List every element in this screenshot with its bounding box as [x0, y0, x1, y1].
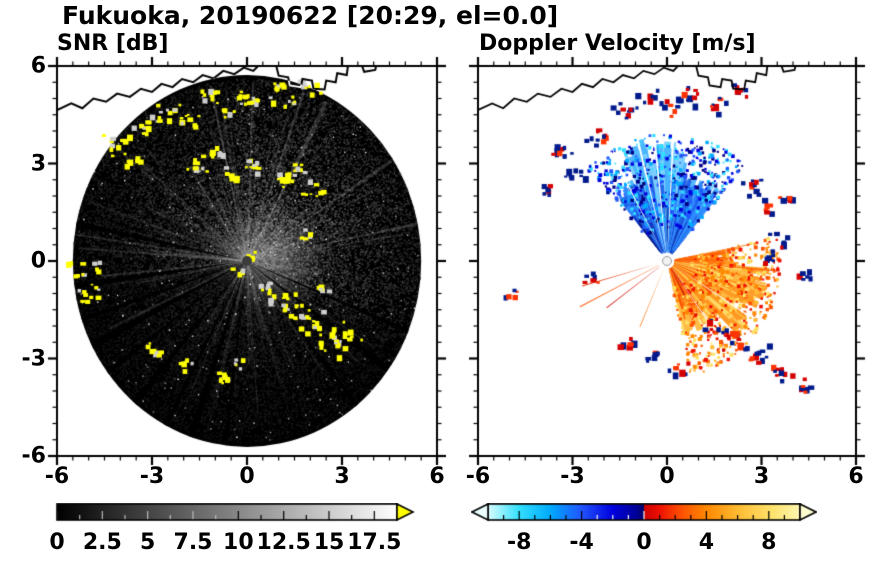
snr-colorbar-tick-label: 15 — [313, 530, 345, 555]
snr-colorbar-tick-label: 12.5 — [256, 530, 311, 555]
doppler-x-tick-label: 3 — [753, 464, 770, 489]
doppler-x-tick-label: -6 — [465, 464, 491, 489]
doppler-colorbar-tick-label: 4 — [698, 530, 715, 555]
snr-y-tick-label: -6 — [21, 443, 46, 469]
doppler-colorbar-tick-label: -4 — [569, 530, 594, 555]
snr-colorbar-tick-label: 5 — [140, 530, 156, 555]
page-title: Fukuoka, 20190622 [20:29, el=0.0] — [62, 1, 559, 30]
snr-x-tick-label: -6 — [44, 464, 70, 489]
snr-colorbar — [55, 503, 415, 523]
doppler-radar-plot — [464, 52, 870, 470]
snr-colorbar-tick-label: 2.5 — [82, 530, 122, 555]
snr-y-tick-label: 3 — [30, 151, 46, 176]
snr-colorbar-tick-label: 17.5 — [347, 530, 402, 555]
snr-y-tick-label: 0 — [30, 248, 46, 274]
snr-y-tick-label: -3 — [21, 346, 46, 371]
snr-colorbar-tick-label: 0 — [49, 530, 65, 555]
doppler-x-tick-label: 0 — [659, 464, 675, 489]
doppler-colorbar — [471, 503, 817, 523]
doppler-x-tick-label: 6 — [848, 464, 864, 489]
doppler-x-tick-label: -3 — [560, 464, 585, 489]
snr-x-tick-label: 3 — [334, 464, 350, 489]
snr-x-tick-label: 0 — [239, 464, 255, 489]
snr-colorbar-tick-label: 7.5 — [173, 530, 213, 555]
snr-panel-title: SNR [dB] — [57, 31, 169, 56]
doppler-colorbar-tick-label: 8 — [761, 530, 777, 555]
doppler-colorbar-tick-label: -8 — [506, 530, 532, 555]
snr-x-tick-label: -3 — [139, 464, 165, 489]
snr-x-tick-label: 6 — [429, 464, 445, 489]
snr-y-tick-label: 6 — [30, 53, 46, 79]
doppler-colorbar-tick-label: 0 — [636, 530, 652, 555]
snr-radar-plot — [43, 52, 451, 470]
doppler-panel-title: Doppler Velocity [m/s] — [479, 31, 756, 56]
snr-colorbar-tick-label: 10 — [223, 530, 254, 555]
